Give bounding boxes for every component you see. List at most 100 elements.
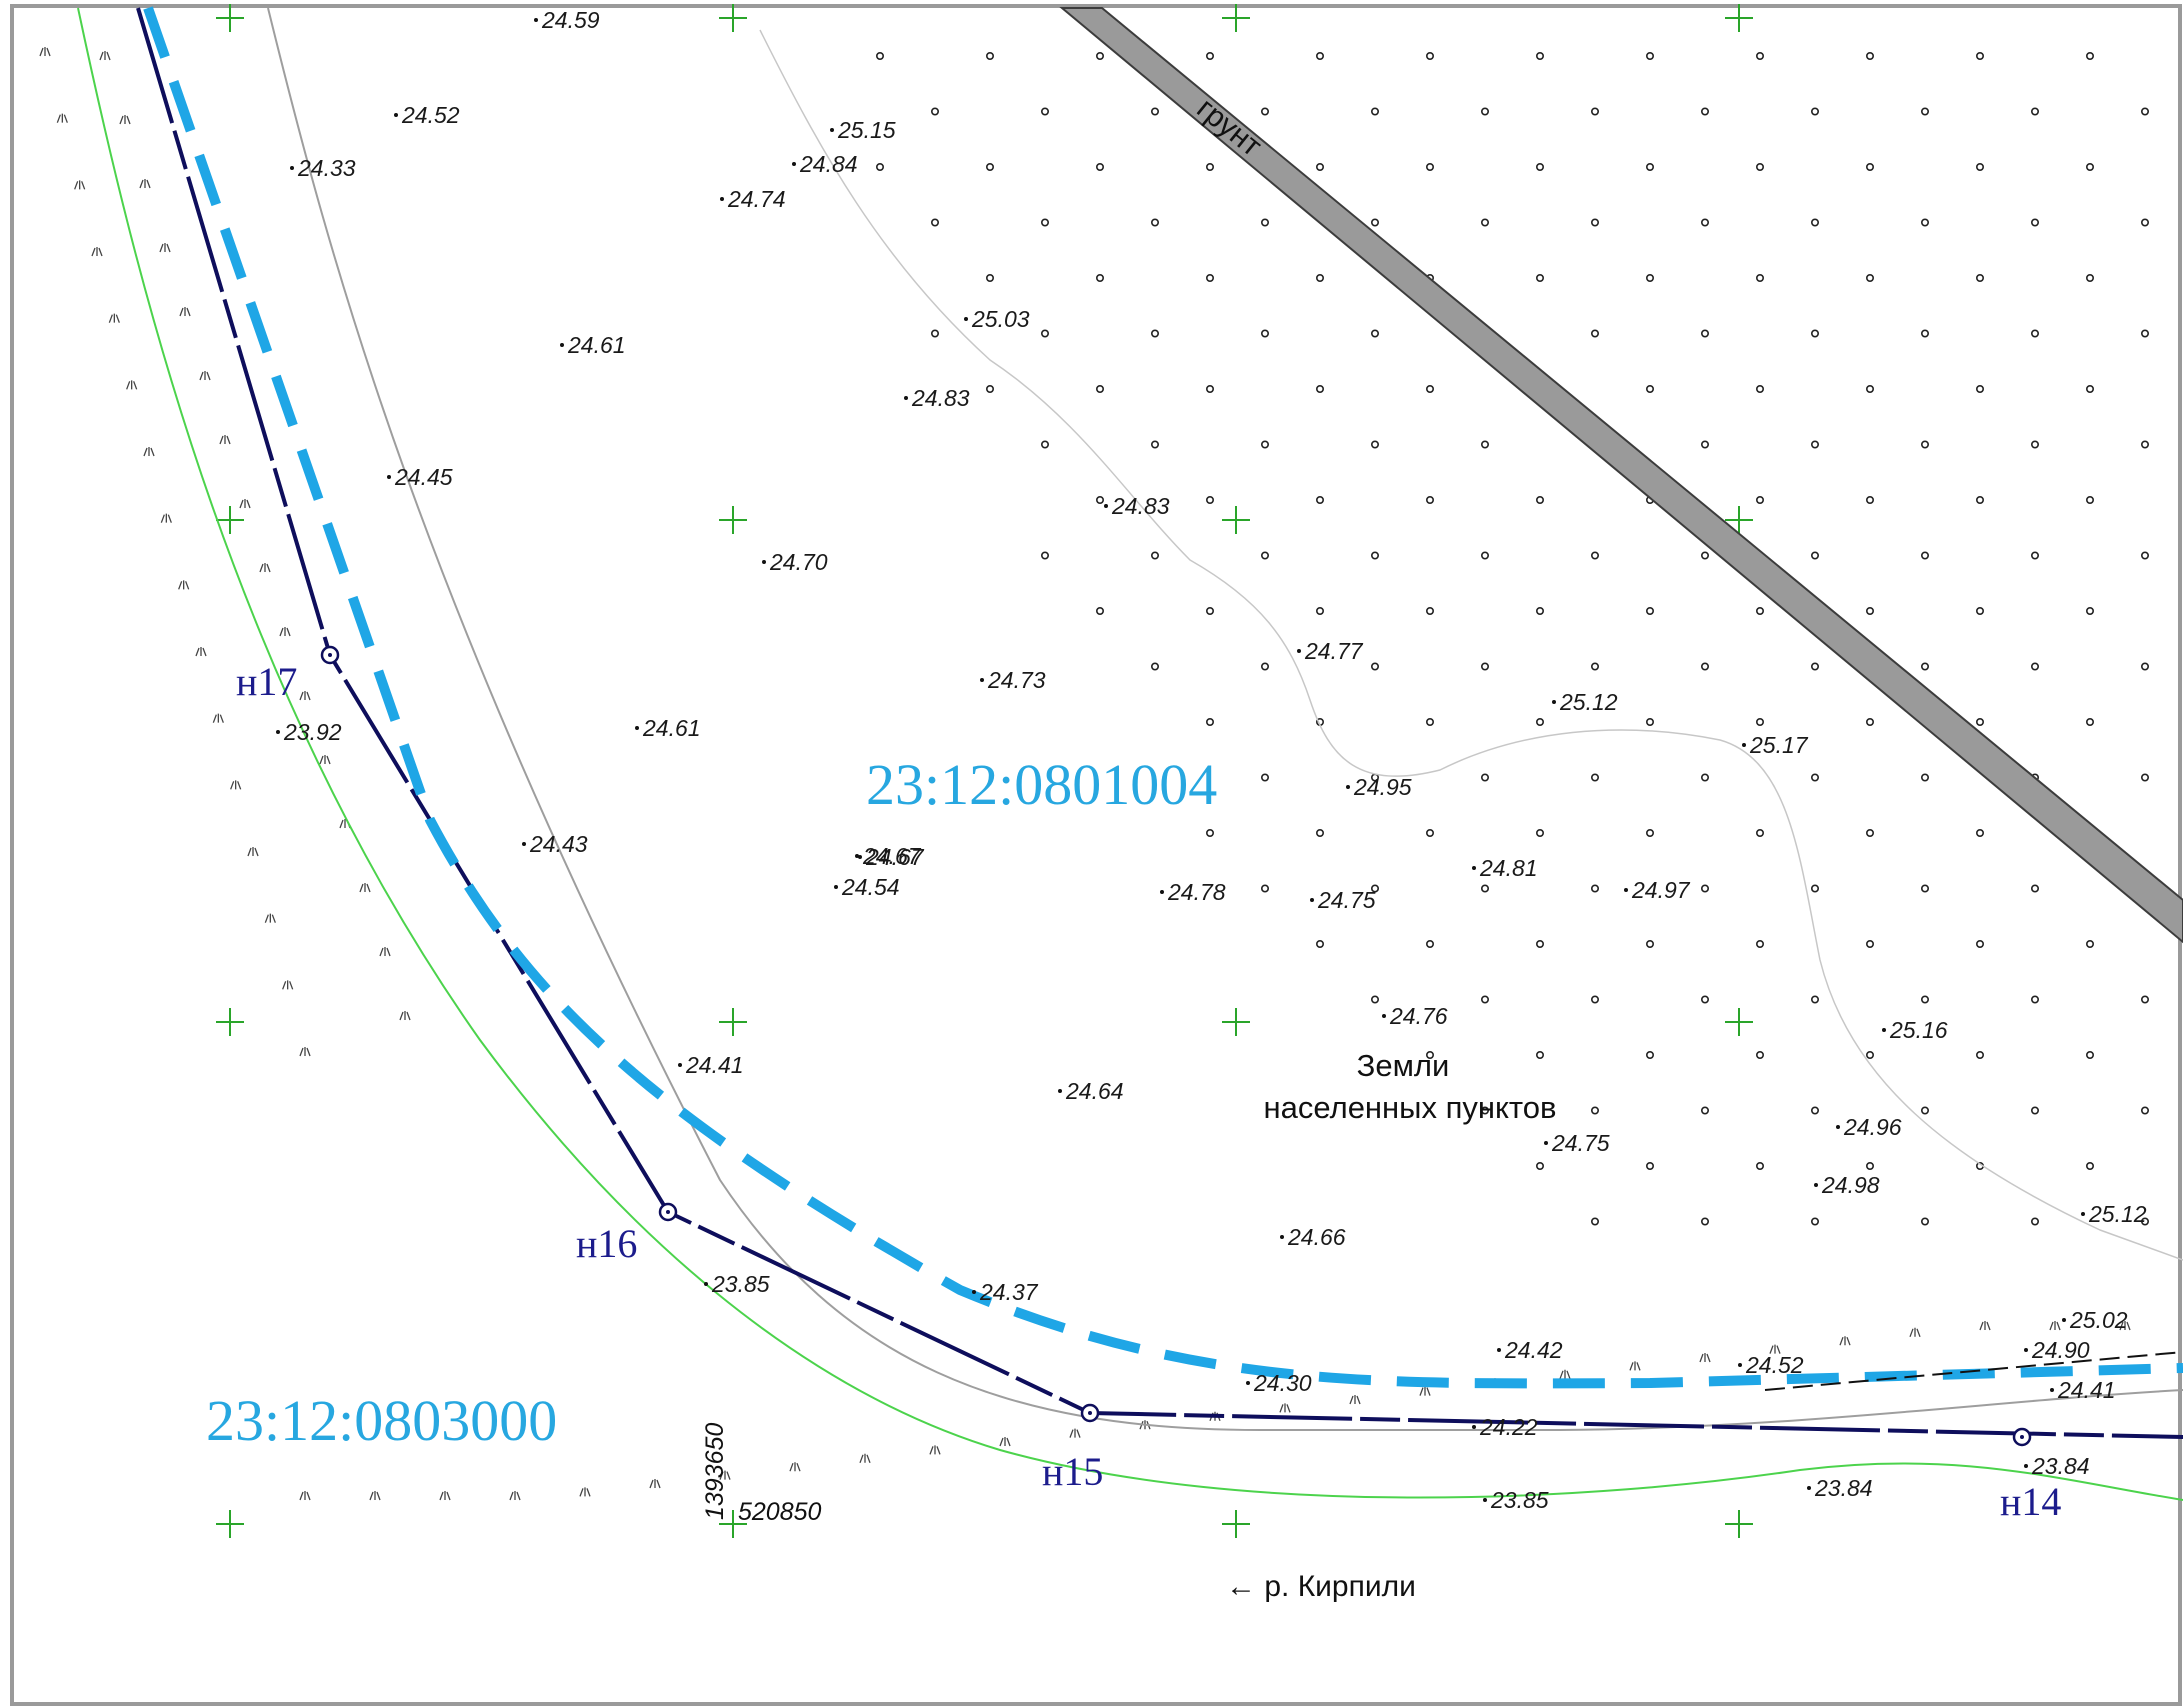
orchard-symbol xyxy=(2141,107,2150,116)
orchard-symbol xyxy=(1481,773,1490,782)
orchard-symbol xyxy=(1976,606,1985,615)
elevation-label: 24.67 xyxy=(865,844,925,870)
orchard-symbol xyxy=(1316,51,1325,60)
orchard-symbol xyxy=(1976,939,1985,948)
orchard-symbol xyxy=(1866,606,1875,615)
orchard-symbol xyxy=(1756,273,1765,282)
marsh-symbol xyxy=(74,180,86,190)
grid-cross xyxy=(719,4,747,32)
parcel-number-side: 23:12:0803000 xyxy=(206,1388,557,1453)
orchard-symbol xyxy=(1481,1106,1490,1115)
orchard-symbol xyxy=(1316,606,1325,615)
orchard-symbol xyxy=(985,384,994,393)
orchard-symbol xyxy=(1261,662,1270,671)
orchard-symbol xyxy=(1756,51,1765,60)
elevation-label: 24.98 xyxy=(1821,1172,1880,1198)
marsh-symbol xyxy=(2049,1321,2061,1331)
orchard-symbol xyxy=(1976,273,1985,282)
marsh-symbol xyxy=(195,647,207,657)
elevation-dot xyxy=(2024,1348,2028,1352)
orchard-symbol xyxy=(1151,440,1160,449)
dirt-road xyxy=(1059,7,2183,944)
grid-cross xyxy=(216,1510,244,1538)
orchard-symbol xyxy=(1316,163,1325,172)
orchard-symbol xyxy=(1096,495,1105,504)
orchard-symbol xyxy=(1536,51,1545,60)
orchard-symbol xyxy=(1701,440,1710,449)
marsh-symbol xyxy=(139,179,151,189)
orchard-symbol xyxy=(1481,440,1490,449)
marsh-symbol xyxy=(1069,1428,1081,1438)
parcel-boundary-line xyxy=(143,6,2183,1389)
orchard-symbol xyxy=(1646,384,1655,393)
orchard-symbol xyxy=(1426,384,1435,393)
orchard-symbol xyxy=(1976,384,1985,393)
orchard-symbol xyxy=(1096,51,1105,60)
grid-cross xyxy=(216,4,244,32)
orchard-symbol xyxy=(1536,717,1545,726)
marsh-symbol xyxy=(1909,1327,1921,1338)
orchard-symbol xyxy=(1701,995,1710,1004)
elevation-dot xyxy=(290,166,294,170)
orchard-symbol xyxy=(1426,163,1435,172)
contour-line xyxy=(759,29,2183,1261)
elevation-dot xyxy=(560,343,564,347)
orchard-symbol xyxy=(1756,384,1765,393)
orchard-symbol xyxy=(1151,329,1160,338)
marsh-symbol xyxy=(259,563,271,573)
elevation-dot xyxy=(830,128,834,132)
point-label-n15: н15 xyxy=(1042,1449,1103,1494)
elevation-label: 24.90 xyxy=(2031,1337,2090,1363)
elevation-label: 25.12 xyxy=(2088,1201,2147,1227)
elevation-dot xyxy=(2081,1212,2085,1216)
elevation-label: 25.02 xyxy=(2069,1307,2128,1333)
orchard-symbol xyxy=(1701,662,1710,671)
elevation-label: 25.03 xyxy=(971,306,1030,332)
marsh-symbol xyxy=(264,913,276,923)
orchard-symbol xyxy=(1481,551,1490,560)
orchard-symbol xyxy=(1756,606,1765,615)
marsh-symbol xyxy=(1979,1321,1991,1331)
orchard-symbol xyxy=(1536,495,1545,504)
elevation-dot xyxy=(834,885,838,889)
marsh-symbol xyxy=(279,627,291,637)
elevation-label: 24.54 xyxy=(841,874,900,900)
marsh-symbol xyxy=(1699,1353,1711,1363)
point-marker-n16 xyxy=(658,1202,678,1222)
marsh-symbol xyxy=(789,1462,801,1472)
orchard-symbol xyxy=(1756,495,1765,504)
orchard-symbol xyxy=(1316,384,1325,393)
orchard-symbol xyxy=(1591,995,1600,1004)
orchard-symbol xyxy=(1701,329,1710,338)
marsh-symbol xyxy=(999,1437,1011,1447)
orchard-symbol xyxy=(1921,1106,1930,1115)
orchard-symbol xyxy=(1811,884,1820,893)
elevation-dot xyxy=(1382,1014,1386,1018)
orchard-symbol xyxy=(1646,1162,1655,1171)
elevation-dot xyxy=(762,560,766,564)
orchard-symbol xyxy=(1921,218,1930,227)
marsh-symbol xyxy=(282,980,294,990)
orchard-symbols xyxy=(875,51,2150,1226)
orchard-symbol xyxy=(1976,495,1985,504)
elevation-dot xyxy=(1624,888,1628,892)
marsh-symbol xyxy=(649,1479,661,1489)
map-frame xyxy=(10,4,2182,1706)
elevation-dot xyxy=(1807,1486,1811,1490)
orchard-symbol xyxy=(1921,884,1930,893)
elevation-label: 24.76 xyxy=(1389,1003,1448,1029)
orchard-symbol xyxy=(930,329,939,338)
marsh-symbol xyxy=(1769,1344,1781,1354)
point-label-n17: н17 xyxy=(236,659,297,704)
marsh-symbol xyxy=(1629,1361,1641,1371)
elevation-label: 23.85 xyxy=(1490,1487,1549,1513)
marsh-symbol xyxy=(719,1470,731,1480)
orchard-symbol xyxy=(1316,273,1325,282)
land-category-line1: Земли xyxy=(1357,1048,1450,1083)
marsh-symbol xyxy=(39,47,51,57)
orchard-symbol xyxy=(1921,662,1930,671)
elevation-dot xyxy=(678,1063,682,1067)
orchard-symbol xyxy=(1041,107,1050,116)
orchard-symbol xyxy=(2031,440,2040,449)
orchard-symbol xyxy=(985,163,994,172)
